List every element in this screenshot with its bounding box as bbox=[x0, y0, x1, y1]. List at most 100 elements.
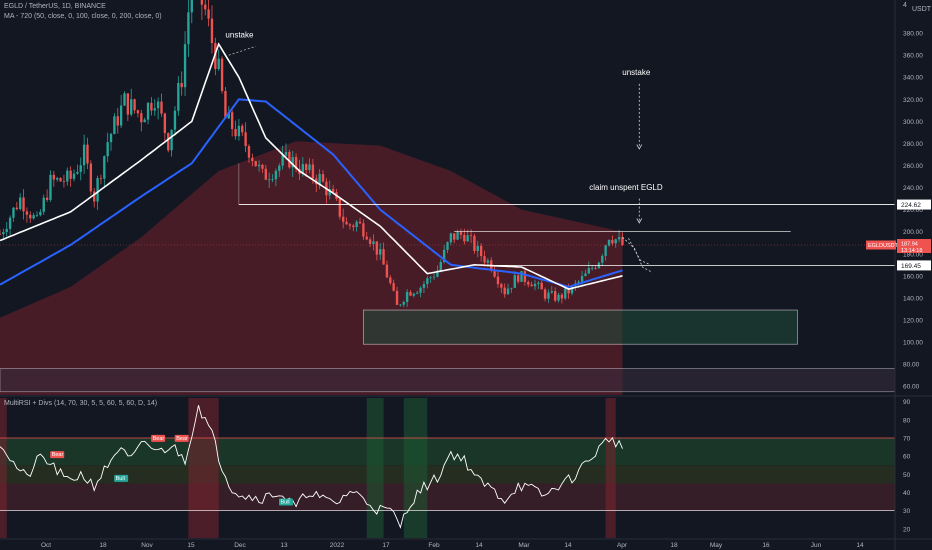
date-tick-label: 18 bbox=[99, 542, 107, 549]
candle-body bbox=[220, 58, 224, 92]
candle-body bbox=[109, 133, 113, 143]
candle-body bbox=[439, 262, 442, 271]
candle-body bbox=[617, 237, 621, 240]
candle-body bbox=[76, 171, 79, 174]
candle-body bbox=[187, 12, 190, 45]
candle-body bbox=[29, 214, 32, 219]
level-tag-169-bg bbox=[897, 260, 931, 271]
candle-body bbox=[331, 189, 335, 193]
symbol-tag-bg bbox=[866, 240, 896, 250]
signal-tag-label: Bear bbox=[176, 436, 188, 442]
price-tick-label: 280.00 bbox=[903, 141, 923, 148]
rsi-signal-region bbox=[0, 398, 7, 538]
signal-bear-1: Bear bbox=[50, 451, 65, 459]
candle-body bbox=[611, 239, 614, 244]
candle-body bbox=[136, 110, 140, 114]
candle-body bbox=[352, 225, 355, 228]
rsi-tick-label: 30 bbox=[903, 508, 911, 515]
moving-average-legend: MA - 720 (50, close, 0, 100, close, 0, 2… bbox=[4, 13, 162, 20]
signal-bull-2: Bull bbox=[278, 498, 293, 506]
candle-body bbox=[382, 249, 385, 265]
candle-body bbox=[513, 275, 516, 288]
candle-body bbox=[79, 165, 82, 172]
signal-bull-1: Bull bbox=[114, 474, 129, 482]
candle-body bbox=[133, 99, 136, 111]
candle-body bbox=[614, 239, 617, 244]
candle-body bbox=[580, 276, 584, 282]
candle-body bbox=[22, 197, 25, 212]
price-tick-label: 240.00 bbox=[903, 185, 923, 192]
signal-tag-bg bbox=[151, 434, 166, 442]
candle-body bbox=[244, 132, 247, 147]
candle-body bbox=[237, 125, 241, 137]
candle-body bbox=[32, 215, 35, 219]
candle-body bbox=[308, 164, 311, 171]
candle-body bbox=[564, 288, 567, 299]
candle-body bbox=[230, 112, 234, 130]
candle-body bbox=[436, 270, 439, 277]
candle-body bbox=[533, 283, 537, 287]
candle-body bbox=[577, 281, 580, 284]
candle-body bbox=[294, 157, 298, 169]
annotation-unstake-2: unstake bbox=[622, 68, 651, 77]
candle-body bbox=[520, 271, 523, 282]
date-tick-label: 13 bbox=[280, 542, 288, 549]
price-tick-label: 340.00 bbox=[903, 75, 923, 82]
candle-body bbox=[163, 113, 167, 134]
candle-body bbox=[453, 233, 456, 240]
candle-body bbox=[204, 4, 207, 10]
candle-body bbox=[288, 151, 291, 168]
candle-body bbox=[466, 235, 469, 242]
candle-body bbox=[591, 267, 594, 269]
candle-body bbox=[399, 304, 402, 306]
current-price-label: 187.94 bbox=[901, 242, 918, 248]
candle-body bbox=[469, 235, 473, 237]
arrowhead bbox=[636, 218, 643, 224]
candle-body bbox=[130, 99, 133, 115]
date-tick-label: Nov bbox=[141, 542, 153, 549]
candle-body bbox=[547, 292, 550, 299]
candle-body bbox=[560, 294, 564, 299]
candle-body bbox=[392, 283, 395, 291]
date-tick-label: Jun bbox=[811, 542, 822, 549]
candle-body bbox=[416, 292, 419, 294]
date-tick-label: Mar bbox=[518, 542, 530, 549]
signal-bear-3: Bear bbox=[174, 434, 189, 442]
candle-body bbox=[405, 292, 409, 302]
signal-tag-bg bbox=[278, 498, 293, 506]
candle-body bbox=[35, 215, 39, 216]
ma100-line bbox=[0, 98, 623, 288]
candle-body bbox=[506, 288, 510, 295]
candle-body bbox=[12, 207, 15, 218]
candle-body bbox=[348, 224, 352, 226]
candle-body bbox=[284, 151, 288, 156]
candle-body bbox=[278, 165, 281, 171]
corner-value: 4 bbox=[903, 2, 907, 9]
candle-body bbox=[281, 155, 284, 166]
candle-body bbox=[156, 101, 160, 109]
candles bbox=[0, 0, 624, 308]
candle-body bbox=[86, 144, 89, 164]
date-tick-label: 14 bbox=[475, 542, 483, 549]
date-tick-label: Feb bbox=[428, 542, 440, 549]
price-tick-label: 320.00 bbox=[903, 97, 923, 104]
date-tick-label: 17 bbox=[382, 542, 390, 549]
candle-body bbox=[345, 221, 348, 225]
candle-body bbox=[419, 287, 422, 293]
candle-body bbox=[395, 290, 399, 305]
price-tick-label: 60.00 bbox=[903, 384, 920, 391]
candle-body bbox=[305, 164, 308, 171]
candle-body bbox=[227, 112, 230, 119]
candle-body bbox=[426, 278, 429, 285]
candle-body bbox=[150, 102, 153, 111]
candle-body bbox=[311, 164, 315, 179]
candle-body bbox=[368, 239, 372, 244]
candle-body bbox=[389, 277, 392, 284]
rsi-tick-label: 70 bbox=[903, 436, 911, 443]
candle-body bbox=[173, 110, 177, 130]
rsi-line bbox=[0, 405, 623, 529]
rsi-tick-label: 20 bbox=[903, 526, 911, 533]
signal-tag-label: Bear bbox=[153, 436, 165, 442]
